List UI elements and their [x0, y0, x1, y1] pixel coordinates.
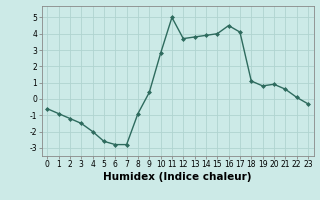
- X-axis label: Humidex (Indice chaleur): Humidex (Indice chaleur): [103, 172, 252, 182]
